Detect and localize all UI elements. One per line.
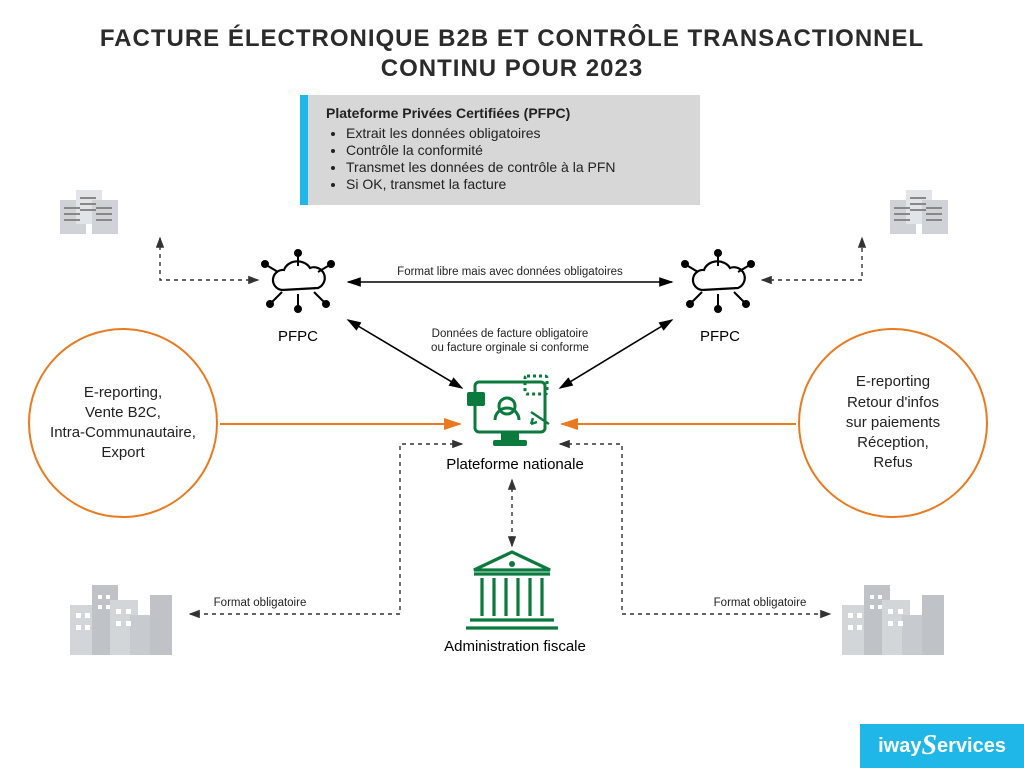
fmt-right-label: Format obligatoire — [700, 597, 820, 609]
list-item: Transmet les données de contrôle à la PF… — [346, 159, 686, 175]
left-circle-text: E-reporting, Vente B2C, Intra-Communauta… — [50, 383, 196, 464]
bank-icon — [466, 552, 558, 628]
documents-icon — [890, 190, 948, 234]
platform-icon — [467, 376, 549, 446]
city-icon — [70, 585, 172, 655]
list-item: Contrôle la conformité — [346, 142, 686, 158]
list-item: Extrait les données obligatoires — [346, 125, 686, 141]
documents-icon — [60, 190, 118, 234]
pfpc-info-box: Plateforme Privées Certifiées (PFPC) Ext… — [300, 95, 700, 205]
right-circle-text: E-reporting Retour d'infos sur paiements… — [846, 372, 940, 473]
logo-s: S — [921, 730, 937, 761]
info-list: Extrait les données obligatoires Contrôl… — [326, 125, 686, 192]
edge-top-label: Format libre mais avec données obligatoi… — [370, 266, 650, 278]
iway-logo: iwayServices — [860, 724, 1024, 768]
fmt-left-label: Format obligatoire — [200, 597, 320, 609]
cloud-network-icon — [262, 250, 334, 312]
cloud-network-icon — [682, 250, 754, 312]
city-icon — [842, 585, 944, 655]
admin-label: Administration fiscale — [430, 638, 600, 655]
logo-part-a: iway — [878, 735, 921, 757]
logo-part-b: ervices — [937, 735, 1006, 757]
edge-mid-label1: Données de facture obligatoire — [400, 328, 620, 340]
info-header: Plateforme Privées Certifiées (PFPC) — [326, 105, 686, 121]
pfpc-right-label: PFPC — [700, 328, 740, 345]
list-item: Si OK, transmet la facture — [346, 176, 686, 192]
page-title: FACTURE ÉLECTRONIQUE B2B ET CONTRÔLE TRA… — [0, 0, 1024, 92]
right-circle: E-reporting Retour d'infos sur paiements… — [798, 328, 988, 518]
left-circle: E-reporting, Vente B2C, Intra-Communauta… — [28, 328, 218, 518]
edge-mid-label2: ou facture orginale si conforme — [400, 342, 620, 354]
platform-label: Plateforme nationale — [440, 456, 590, 473]
pfpc-left-label: PFPC — [278, 328, 318, 345]
